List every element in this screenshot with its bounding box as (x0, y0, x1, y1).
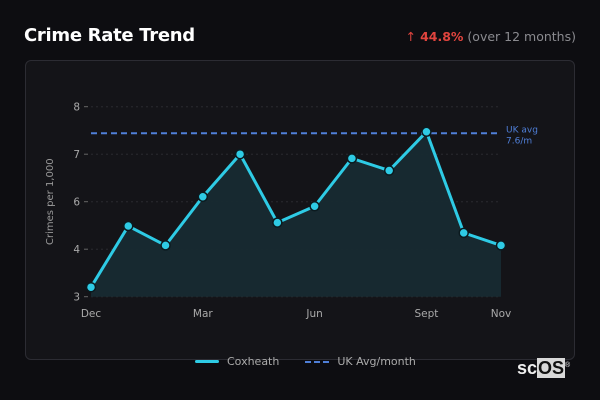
y-tick-label: 7 (73, 149, 80, 161)
data-point (272, 217, 283, 228)
data-point (458, 227, 469, 239)
legend: Coxheath UK Avg/month (195, 355, 416, 368)
data-point (85, 281, 97, 293)
trend-summary: ↑ 44.8% (over 12 months) (406, 29, 576, 44)
series-line-coxheath (89, 130, 502, 288)
y-axis-label: Crimes per 1,000 (45, 158, 56, 245)
y-tick-label: 6 (73, 197, 80, 209)
y-tick-label: 3 (73, 292, 80, 304)
legend-label: UK Avg/month (337, 355, 416, 368)
legend-item-uk-avg[interactable]: UK Avg/month (305, 355, 416, 368)
legend-swatch-dashed (305, 360, 330, 363)
chart-title: Crime Rate Trend (24, 25, 195, 46)
y-tick-label: 4 (73, 244, 80, 256)
area-fill (91, 131, 501, 297)
y-tick-label: 8 (73, 102, 80, 114)
legend-swatch-solid (195, 360, 219, 363)
change-percent: 44.8% (420, 29, 464, 44)
data-point (495, 240, 507, 251)
change-period: (over 12 months) (467, 29, 576, 44)
chart-panel (25, 60, 575, 360)
x-tick-label: Jun (305, 308, 322, 320)
data-point (309, 201, 320, 212)
legend-label: Coxheath (227, 355, 280, 368)
x-tick-label: Sept (414, 308, 438, 320)
data-point (234, 148, 246, 160)
data-point (160, 240, 171, 251)
x-tick-label: Mar (193, 308, 213, 320)
data-point (346, 153, 358, 164)
data-point (197, 191, 209, 203)
trend-up-icon: ↑ (405, 29, 417, 44)
data-point (123, 220, 134, 232)
data-point (421, 126, 432, 138)
x-tick-label: Nov (491, 308, 512, 320)
data-point (383, 165, 395, 176)
x-tick-label: Dec (81, 308, 102, 320)
scos-logo: scOS® (517, 358, 571, 378)
reference-label: 7.6/m (506, 136, 532, 146)
reference-label: UK avg (506, 125, 538, 135)
legend-item-coxheath[interactable]: Coxheath (195, 355, 279, 368)
